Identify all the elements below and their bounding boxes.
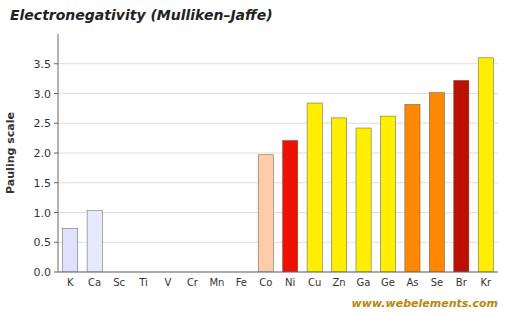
x-tick-label: Sc: [113, 277, 125, 288]
y-tick-label: 0.5: [34, 236, 52, 249]
y-tick-label: 2.0: [34, 147, 52, 160]
grid-line: [58, 63, 498, 64]
y-tick: [54, 153, 58, 154]
x-tick-label: Zn: [333, 277, 346, 288]
y-tick: [54, 63, 58, 64]
y-tick: [54, 242, 58, 243]
x-tick-label: K: [67, 277, 74, 288]
x-tick-label: Ge: [381, 277, 395, 288]
x-tick-label: Cu: [308, 277, 321, 288]
y-axis-line: [58, 34, 59, 272]
x-tick-label: Ga: [357, 277, 371, 288]
bar: [454, 80, 469, 272]
x-tick-label: Fe: [236, 277, 247, 288]
x-tick-label: Ti: [138, 277, 148, 288]
y-tick-label: 2.5: [34, 117, 52, 130]
x-tick-label: Co: [259, 277, 272, 288]
bar: [478, 58, 493, 272]
bar: [87, 211, 102, 272]
y-tick: [54, 212, 58, 213]
x-tick-label: Mn: [209, 277, 224, 288]
y-tick-label: 1.0: [34, 207, 52, 220]
x-tick-label: Br: [456, 277, 468, 288]
y-tick-label: 3.5: [34, 58, 52, 71]
annotation: www.webelements.com: [352, 297, 498, 310]
y-axis-label: Pauling scale: [4, 112, 17, 194]
y-tick: [54, 93, 58, 94]
bar: [405, 104, 420, 272]
bar: [380, 116, 395, 272]
x-tick-label: Ca: [88, 277, 101, 288]
x-tick-label: As: [406, 277, 418, 288]
bar: [307, 103, 322, 272]
bar: [429, 93, 444, 272]
bar: [283, 141, 298, 272]
x-tick-label: Cr: [187, 277, 199, 288]
x-tick-label: V: [165, 277, 172, 288]
y-tick: [54, 123, 58, 124]
x-axis-line: [58, 272, 498, 273]
chart: 0.0 0.5 1.0 1.5 2.0 2.5 3.0 3.5 K Ca Sc Ti V Cr Mn Fe Co…: [0, 0, 509, 315]
bar: [332, 118, 347, 272]
chart-container: 0.0 0.5 1.0 1.5 2.0 2.5 3.0 3.5 K Ca Sc Ti V Cr Mn Fe Co…: [0, 0, 509, 315]
bars: [63, 58, 494, 272]
bar: [356, 128, 371, 272]
y-tick: [54, 182, 58, 183]
x-tick-label: Kr: [480, 277, 492, 288]
bar: [63, 229, 78, 272]
grid: [58, 64, 498, 272]
y-tick-label: 3.0: [34, 88, 52, 101]
grid-line: [58, 272, 498, 273]
y-tick-label: 1.5: [34, 177, 52, 190]
x-tick-label: Se: [431, 277, 444, 288]
title: Electronegativity (Mulliken–Jaffe): [10, 7, 273, 23]
y-tick-label: 0.0: [34, 266, 52, 279]
bar: [258, 155, 273, 272]
y-tick: [54, 272, 58, 273]
x-tick-label: Ni: [285, 277, 295, 288]
